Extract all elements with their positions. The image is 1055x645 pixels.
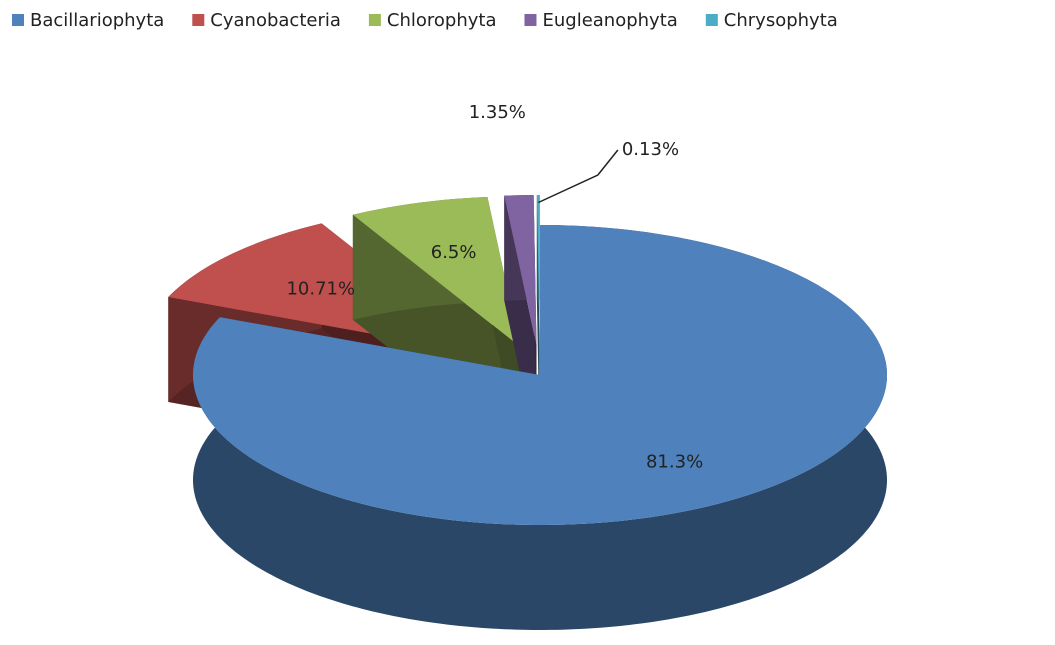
legend-label: Cyanobacteria xyxy=(210,10,341,31)
data-label: 10.71% xyxy=(286,279,355,300)
data-label: 81.3% xyxy=(646,451,703,472)
data-label: 1.35% xyxy=(469,102,526,123)
legend-swatch xyxy=(12,14,24,26)
data-label: 0.13% xyxy=(622,139,679,160)
slice-top xyxy=(352,196,520,347)
pie xyxy=(168,195,887,630)
legend-swatch xyxy=(368,14,381,26)
data-labels: 81.3% 10.71% 6.5% 1.35% 0.13% xyxy=(286,102,703,473)
legend: Bacillariophyta Cyanobacteria Chlorophyta E… xyxy=(12,10,838,31)
slice-top xyxy=(193,225,887,525)
slice xyxy=(193,225,887,630)
legend-label: Chrysophyta xyxy=(724,10,838,31)
legend-swatch xyxy=(705,14,718,26)
data-label: 6.5% xyxy=(431,242,477,263)
legend-label: Chlorophyta xyxy=(387,10,497,31)
legend-swatch xyxy=(524,14,537,26)
slice-top xyxy=(504,195,537,346)
legend-label: Bacillariophyta xyxy=(30,10,164,31)
slice-top xyxy=(536,195,540,346)
leader-line xyxy=(538,149,619,204)
legend-label: Eugleanophyta xyxy=(542,10,677,31)
legend-swatch xyxy=(192,14,205,26)
